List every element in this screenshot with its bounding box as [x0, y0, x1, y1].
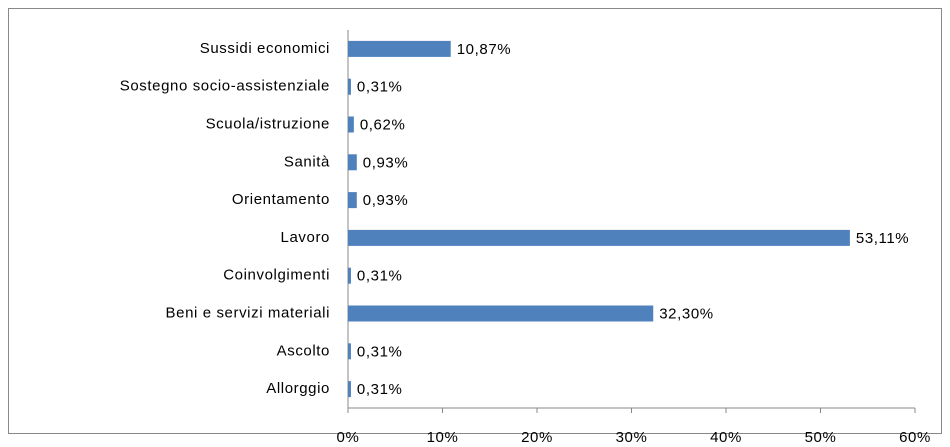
y-tick-label: Coinvolgimenti — [223, 267, 330, 284]
x-tick-label: 50% — [805, 429, 837, 446]
y-tick-label: Beni e servizi materiali — [166, 304, 330, 321]
bar — [348, 305, 654, 322]
bar — [348, 192, 357, 209]
y-tick-label: Allorggio — [266, 380, 330, 397]
x-tick-label: 20% — [521, 429, 553, 446]
chart-frame — [8, 8, 942, 434]
y-tick-label: Sussidi economici — [200, 40, 330, 57]
value-label: 0,31% — [357, 381, 403, 398]
bar — [348, 154, 357, 171]
y-tick-label: Scuola/istruzione — [206, 115, 330, 132]
y-tick-label: Ascolto — [277, 342, 330, 359]
value-label: 0,31% — [357, 343, 403, 360]
bar — [348, 343, 351, 360]
y-tick-label: Sostegno socio-assistenziale — [120, 78, 330, 95]
y-tick-label: Sanità — [284, 153, 330, 170]
bar — [348, 40, 451, 57]
value-label: 10,87% — [457, 41, 511, 58]
x-tick-label: 10% — [427, 429, 459, 446]
value-label: 53,11% — [856, 230, 909, 247]
x-tick-label: 0% — [337, 429, 360, 446]
value-label: 0,31% — [357, 79, 403, 96]
x-tick-label: 60% — [899, 429, 931, 446]
x-tick-label: 40% — [710, 429, 742, 446]
y-tick-label: Lavoro — [281, 229, 330, 246]
y-tick-label: Orientamento — [232, 191, 330, 208]
bar — [348, 78, 351, 95]
value-label: 0,93% — [363, 154, 409, 171]
bar — [348, 116, 354, 133]
bar — [348, 381, 351, 398]
value-label: 0,93% — [363, 192, 409, 209]
x-tick-label: 30% — [616, 429, 648, 446]
value-label: 0,31% — [357, 268, 403, 285]
bar — [348, 267, 351, 284]
value-label: 32,30% — [659, 305, 713, 322]
bar — [348, 229, 850, 246]
value-label: 0,62% — [360, 116, 406, 133]
